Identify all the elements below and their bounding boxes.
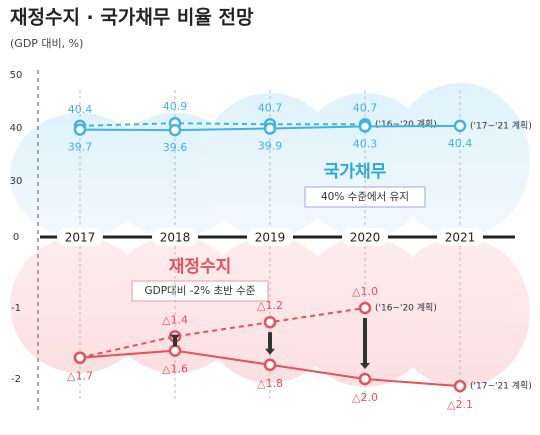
annotation: 재정수지 bbox=[169, 257, 232, 277]
y-tick-label: -2 bbox=[11, 374, 21, 385]
note-box bbox=[131, 280, 269, 302]
data-label: △1.8 bbox=[257, 377, 283, 390]
arrow-head bbox=[170, 334, 180, 341]
marker bbox=[358, 301, 372, 315]
data-label: 40.7 bbox=[258, 101, 283, 114]
arrow-head bbox=[360, 363, 370, 369]
data-label: 40.7 bbox=[353, 101, 378, 114]
data-label: 40.9 bbox=[163, 100, 188, 113]
marker bbox=[453, 119, 467, 133]
data-label: △1.4 bbox=[162, 313, 188, 326]
x-tick-label: 2021 bbox=[445, 231, 476, 245]
marker bbox=[168, 123, 182, 137]
marker bbox=[168, 344, 182, 357]
chart-subtitle: (GDP 대비, %) bbox=[10, 37, 83, 50]
data-label: △1.0 bbox=[352, 285, 378, 298]
annotation: 국가채무 bbox=[324, 162, 387, 182]
data-label: △1.6 bbox=[162, 363, 188, 376]
chart-title: 재정수지 · 국가채무 비율 전망 bbox=[10, 7, 254, 29]
series-line bbox=[79, 307, 366, 359]
data-label: △2.0 bbox=[352, 391, 378, 404]
data-label: 39.6 bbox=[163, 141, 188, 154]
series-label: ('16~'20 계획) bbox=[375, 302, 437, 314]
data-label: 39.9 bbox=[258, 140, 283, 153]
y-tick-label: -1 bbox=[11, 303, 21, 314]
y-tick-label: 0 bbox=[13, 232, 19, 243]
x-tick-box bbox=[152, 228, 198, 246]
y-tick-label: 30 bbox=[10, 176, 23, 187]
x-tick-box bbox=[437, 228, 483, 246]
marker bbox=[358, 120, 372, 133]
x-tick-label: 2017 bbox=[65, 231, 96, 245]
arrow-head bbox=[265, 348, 275, 355]
marker bbox=[263, 315, 277, 329]
x-tick-label: 2020 bbox=[350, 231, 381, 245]
y-tick-label: 50 bbox=[10, 70, 23, 81]
data-label: 39.7 bbox=[68, 141, 93, 154]
marker bbox=[358, 372, 372, 386]
series-label: ('17~'21 계획) bbox=[470, 380, 532, 392]
x-tick-label: 2019 bbox=[255, 231, 286, 245]
data-label: △2.1 bbox=[447, 398, 473, 411]
marker bbox=[263, 358, 277, 372]
x-tick-label: 2018 bbox=[160, 231, 191, 245]
data-label: △1.7 bbox=[67, 370, 93, 383]
note: GDP대비 -2% 초반 수준 bbox=[145, 285, 256, 297]
data-label: △1.2 bbox=[257, 299, 283, 312]
marker bbox=[73, 351, 87, 364]
marker bbox=[263, 122, 277, 135]
y-tick-label: 40 bbox=[10, 123, 23, 134]
x-tick-box bbox=[247, 228, 293, 246]
x-tick-box bbox=[57, 228, 103, 246]
x-tick-box bbox=[342, 228, 388, 246]
marker bbox=[73, 123, 87, 136]
data-label: 40.4 bbox=[68, 103, 93, 116]
marker bbox=[453, 379, 467, 393]
series-line bbox=[79, 122, 365, 127]
data-label: 40.3 bbox=[353, 137, 378, 150]
series-label: ('17~'21 계획) bbox=[470, 119, 532, 131]
series-label: ('16~'20 계획) bbox=[375, 118, 437, 130]
note: 40% 수준에서 유지 bbox=[321, 191, 409, 203]
data-label: 40.4 bbox=[448, 137, 473, 150]
